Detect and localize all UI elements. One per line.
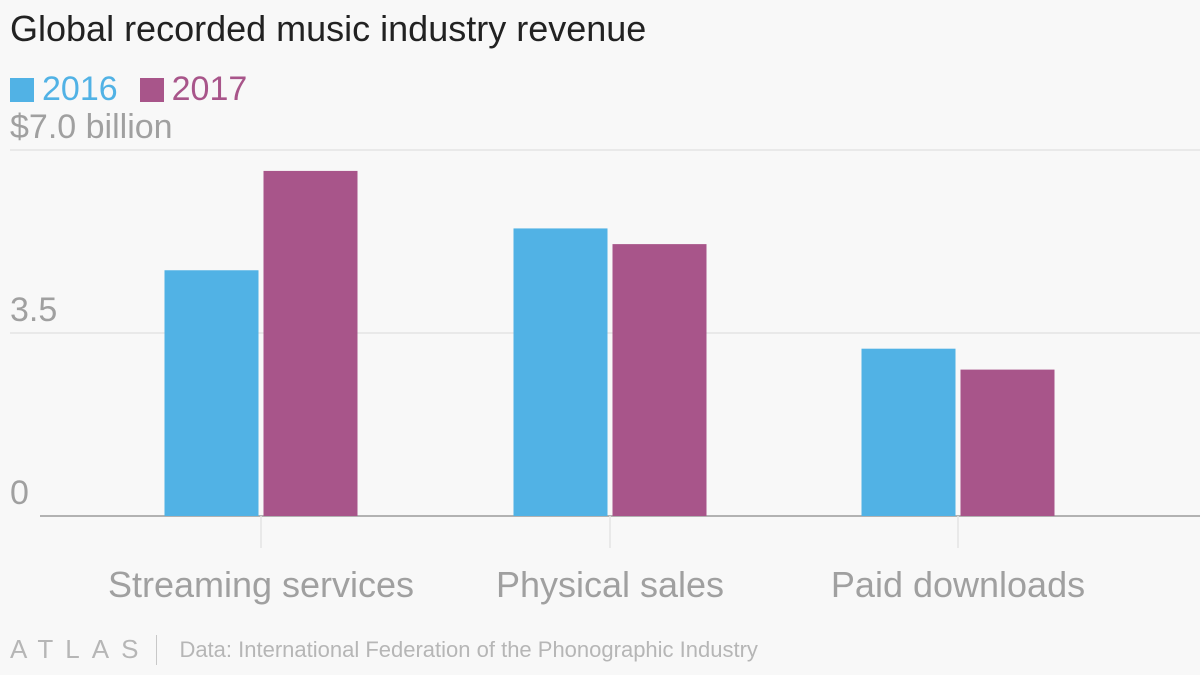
- bar-2016-streaming-services: [164, 270, 259, 516]
- chart-title: Global recorded music industry revenue: [10, 8, 647, 49]
- legend-item-2016: 2016: [10, 70, 118, 109]
- x-tick-label: Streaming services: [108, 564, 414, 605]
- y-tick-label: $7.0 billion: [10, 108, 173, 146]
- y-tick-label: 0: [10, 474, 29, 512]
- atlas-logo: ATLAS: [10, 634, 151, 664]
- legend-item-2017: 2017: [139, 70, 248, 109]
- legend: 2016 2017: [10, 70, 247, 109]
- bar-2017-physical-sales: [612, 244, 707, 516]
- bar-2016-physical-sales: [513, 228, 608, 516]
- y-tick-label: 3.5: [10, 291, 57, 329]
- legend-label-2016: 2016: [42, 70, 118, 108]
- legend-swatch-2016: [10, 77, 34, 102]
- footer-divider: [156, 634, 158, 665]
- x-tick-label: Physical sales: [496, 564, 724, 605]
- legend-swatch-2017: [139, 77, 164, 102]
- source-note: Data: International Federation of the Ph…: [179, 636, 758, 662]
- x-tick-label: Paid downloads: [831, 564, 1085, 605]
- bar-2017-paid-downloads: [960, 369, 1055, 516]
- legend-label-2017: 2017: [171, 70, 248, 108]
- bar-2016-paid-downloads: [861, 348, 956, 516]
- footer: ATLAS Data: International Federation of …: [10, 634, 758, 665]
- bar-2017-streaming-services: [263, 170, 358, 516]
